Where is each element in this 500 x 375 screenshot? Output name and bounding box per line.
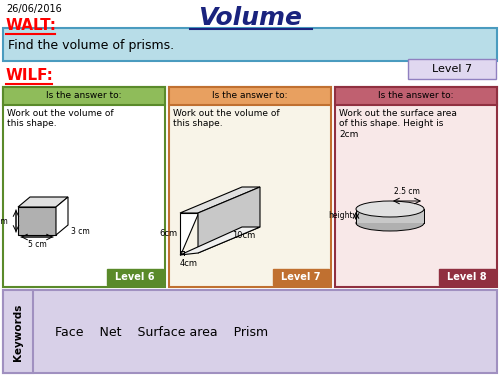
FancyBboxPatch shape bbox=[408, 59, 496, 79]
Text: Find the volume of prisms.: Find the volume of prisms. bbox=[8, 39, 174, 51]
Text: Level 8: Level 8 bbox=[447, 272, 487, 282]
Text: 4cm: 4cm bbox=[180, 259, 198, 268]
FancyBboxPatch shape bbox=[439, 269, 495, 285]
Text: 6cm: 6cm bbox=[159, 230, 177, 238]
Polygon shape bbox=[180, 227, 260, 255]
Text: Work out the volume of
this shape.: Work out the volume of this shape. bbox=[7, 109, 114, 128]
Text: Face    Net    Surface area    Prism: Face Net Surface area Prism bbox=[55, 326, 268, 339]
Polygon shape bbox=[180, 187, 260, 213]
Ellipse shape bbox=[356, 215, 424, 231]
Polygon shape bbox=[198, 187, 260, 253]
FancyBboxPatch shape bbox=[335, 87, 497, 287]
FancyBboxPatch shape bbox=[3, 87, 165, 287]
FancyBboxPatch shape bbox=[3, 28, 497, 61]
Text: 10cm: 10cm bbox=[232, 231, 256, 240]
Text: Level 7: Level 7 bbox=[432, 64, 472, 74]
Text: 5 cm: 5 cm bbox=[28, 240, 46, 249]
Text: 3 cm: 3 cm bbox=[71, 226, 90, 236]
Text: Volume: Volume bbox=[198, 6, 302, 30]
Text: 2.5 cm: 2.5 cm bbox=[394, 187, 420, 196]
FancyBboxPatch shape bbox=[169, 87, 331, 287]
Text: Is the answer to:: Is the answer to: bbox=[378, 92, 454, 100]
Text: Keywords: Keywords bbox=[13, 303, 23, 361]
FancyBboxPatch shape bbox=[3, 290, 33, 373]
FancyBboxPatch shape bbox=[3, 87, 165, 105]
Text: WILF:: WILF: bbox=[6, 69, 54, 84]
Text: Is the answer to:: Is the answer to: bbox=[212, 92, 288, 100]
Text: Work out the volume of
this shape.: Work out the volume of this shape. bbox=[173, 109, 280, 128]
Text: Is the answer to:: Is the answer to: bbox=[46, 92, 122, 100]
Polygon shape bbox=[180, 213, 198, 255]
Text: Level 7: Level 7 bbox=[281, 272, 321, 282]
FancyBboxPatch shape bbox=[107, 269, 163, 285]
Text: 26/06/2016: 26/06/2016 bbox=[6, 4, 62, 14]
Polygon shape bbox=[356, 209, 424, 223]
Ellipse shape bbox=[356, 201, 424, 217]
FancyBboxPatch shape bbox=[169, 87, 331, 105]
Text: WALT:: WALT: bbox=[6, 18, 57, 33]
Text: 4 cm: 4 cm bbox=[0, 216, 8, 225]
Polygon shape bbox=[18, 197, 68, 207]
FancyBboxPatch shape bbox=[3, 290, 497, 373]
Text: height: height bbox=[328, 211, 353, 220]
Text: Work out the surface area
of this shape. Height is
2cm: Work out the surface area of this shape.… bbox=[339, 109, 457, 139]
FancyBboxPatch shape bbox=[335, 87, 497, 105]
Text: Level 6: Level 6 bbox=[115, 272, 155, 282]
Polygon shape bbox=[56, 197, 68, 235]
Polygon shape bbox=[18, 207, 56, 235]
FancyBboxPatch shape bbox=[273, 269, 329, 285]
